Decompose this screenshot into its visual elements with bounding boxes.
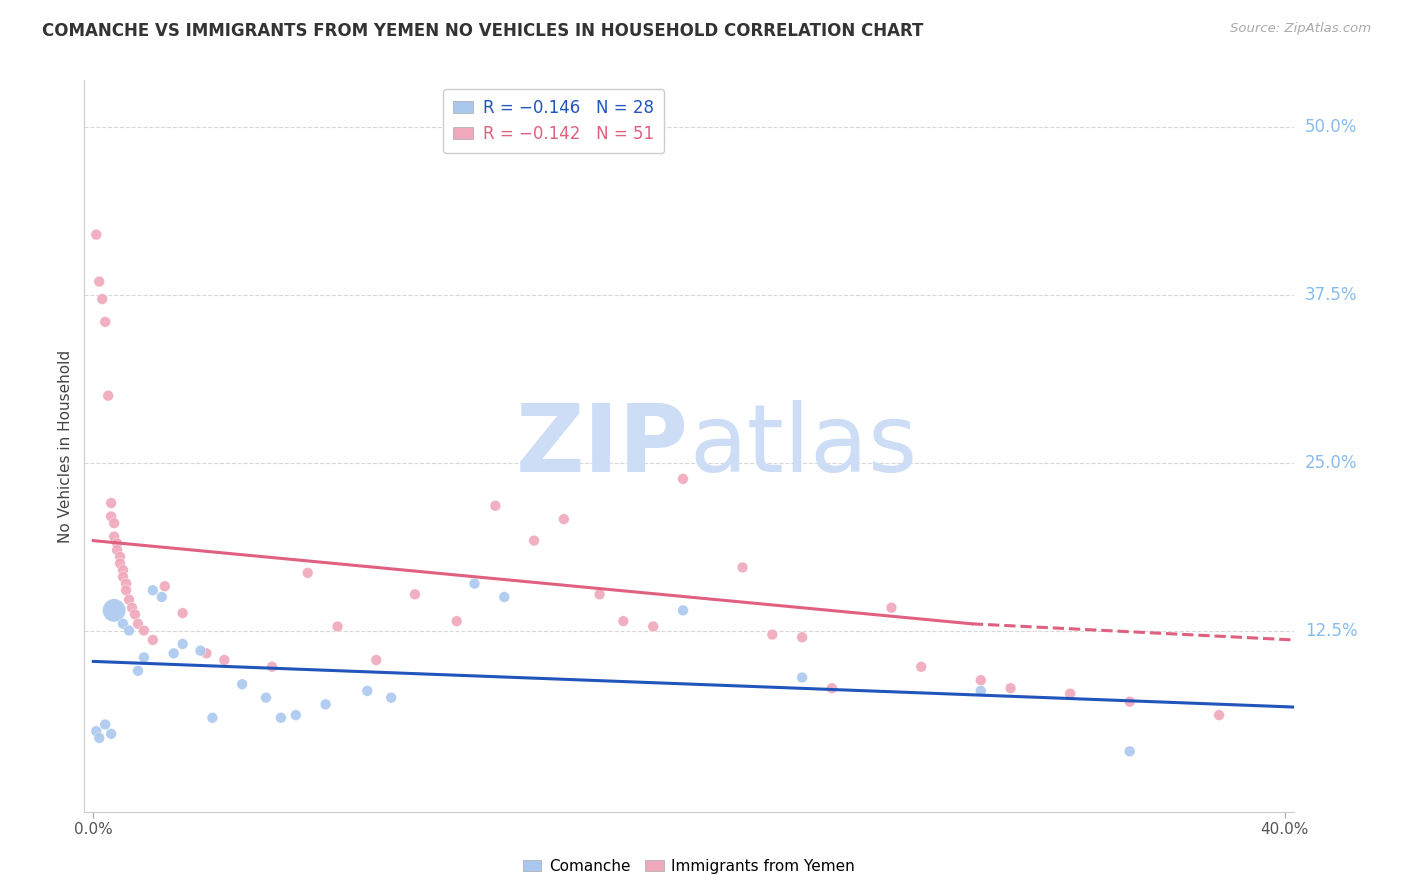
Point <box>761 627 783 641</box>
Point <box>142 583 165 598</box>
Point <box>523 533 546 548</box>
Point <box>380 690 402 705</box>
Point <box>214 653 236 667</box>
Point <box>254 690 277 705</box>
Point <box>115 583 138 598</box>
Point <box>1000 681 1022 696</box>
Point <box>108 557 131 571</box>
Point <box>105 543 128 558</box>
Point <box>270 711 292 725</box>
Point <box>970 673 993 688</box>
Point <box>163 646 186 660</box>
Text: atlas: atlas <box>689 400 917 492</box>
Point <box>404 587 426 601</box>
Point <box>127 664 149 678</box>
Point <box>118 592 141 607</box>
Point <box>195 646 218 660</box>
Text: 37.5%: 37.5% <box>1305 286 1357 304</box>
Point <box>190 643 212 657</box>
Point <box>672 603 695 617</box>
Point <box>124 607 146 622</box>
Point <box>880 600 903 615</box>
Point <box>142 632 165 647</box>
Point <box>1118 744 1140 758</box>
Point <box>100 509 122 524</box>
Y-axis label: No Vehicles in Household: No Vehicles in Household <box>58 350 73 542</box>
Point <box>132 650 155 665</box>
Point <box>910 660 932 674</box>
Point <box>315 698 337 712</box>
Point <box>588 587 610 601</box>
Point <box>356 684 378 698</box>
Point <box>821 681 844 696</box>
Point <box>284 708 307 723</box>
Point <box>172 606 194 620</box>
Point <box>731 560 754 574</box>
Point <box>112 616 135 631</box>
Point <box>790 630 813 644</box>
Point <box>172 637 194 651</box>
Point <box>484 499 506 513</box>
Text: Source: ZipAtlas.com: Source: ZipAtlas.com <box>1230 22 1371 36</box>
Point <box>89 275 111 289</box>
Point <box>297 566 319 580</box>
Legend: Comanche, Immigrants from Yemen: Comanche, Immigrants from Yemen <box>516 853 862 880</box>
Point <box>94 717 117 731</box>
Point <box>150 590 173 604</box>
Legend: R = −0.146   N = 28, R = −0.142   N = 51: R = −0.146 N = 28, R = −0.142 N = 51 <box>443 88 665 153</box>
Point <box>201 711 224 725</box>
Text: 12.5%: 12.5% <box>1305 622 1357 640</box>
Point <box>1118 695 1140 709</box>
Point <box>790 671 813 685</box>
Point <box>103 516 125 531</box>
Point <box>118 624 141 638</box>
Point <box>97 389 120 403</box>
Point <box>132 624 155 638</box>
Point <box>121 600 143 615</box>
Point <box>1208 708 1230 723</box>
Point <box>366 653 388 667</box>
Point <box>231 677 253 691</box>
Point <box>103 530 125 544</box>
Text: 25.0%: 25.0% <box>1305 454 1357 472</box>
Point <box>494 590 516 604</box>
Point <box>100 727 122 741</box>
Point <box>326 619 349 633</box>
Point <box>1059 687 1081 701</box>
Text: ZIP: ZIP <box>516 400 689 492</box>
Point <box>94 315 117 329</box>
Point <box>446 614 468 628</box>
Point <box>553 512 575 526</box>
Point <box>112 563 135 577</box>
Point <box>672 472 695 486</box>
Point <box>970 684 993 698</box>
Point <box>643 619 665 633</box>
Point <box>260 660 283 674</box>
Point <box>100 496 122 510</box>
Point <box>153 579 176 593</box>
Point <box>108 549 131 564</box>
Point <box>84 724 107 739</box>
Point <box>105 536 128 550</box>
Point <box>127 616 149 631</box>
Point <box>112 570 135 584</box>
Point <box>463 576 485 591</box>
Point <box>91 292 114 306</box>
Point <box>89 731 111 745</box>
Point <box>84 227 107 242</box>
Point <box>115 576 138 591</box>
Point <box>612 614 634 628</box>
Point <box>103 603 125 617</box>
Text: COMANCHE VS IMMIGRANTS FROM YEMEN NO VEHICLES IN HOUSEHOLD CORRELATION CHART: COMANCHE VS IMMIGRANTS FROM YEMEN NO VEH… <box>42 22 924 40</box>
Text: 50.0%: 50.0% <box>1305 119 1357 136</box>
